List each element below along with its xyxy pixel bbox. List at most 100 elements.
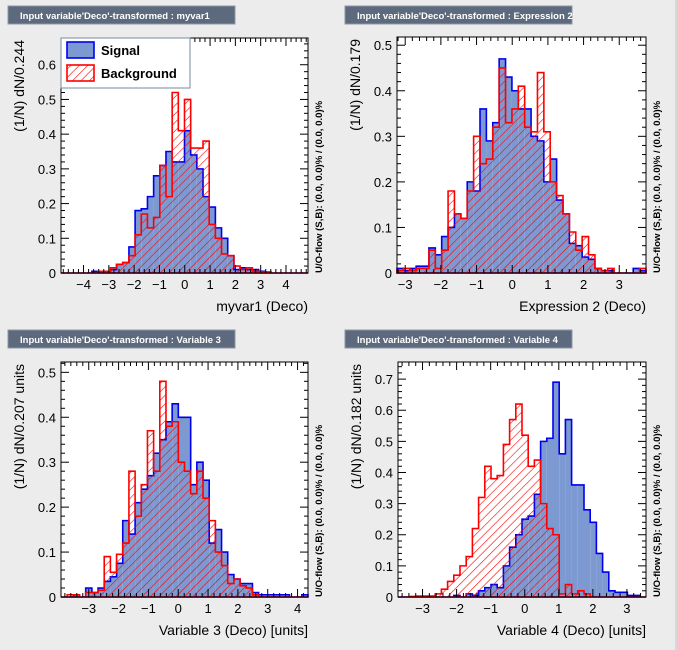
panel-title-bar [7, 329, 236, 349]
y-tick-label: 0.4 [38, 127, 56, 142]
y-tick-label: 0.5 [374, 38, 392, 53]
y-tick-label: 0 [49, 590, 56, 605]
background-bin [104, 556, 111, 597]
background-bin [159, 165, 166, 273]
background-bin [122, 543, 129, 597]
background-bin [556, 195, 563, 273]
background-bin [128, 471, 136, 597]
background-bin [165, 196, 173, 273]
background-bin [422, 268, 429, 273]
background-bin [553, 534, 560, 597]
x-tick-label: −2 [449, 601, 464, 616]
x-tick-label: −2 [127, 277, 142, 292]
background-outline [398, 403, 646, 598]
x-axis-title: Variable 4 (Deco) [units] [497, 622, 646, 638]
background-bin [491, 478, 498, 597]
background-bin [467, 190, 474, 273]
background-bin [141, 213, 148, 273]
y-tick-label: 0 [49, 266, 56, 281]
y-tick-label: 0.5 [375, 434, 393, 449]
y-tick-label: 0.3 [374, 129, 392, 144]
background-bin [153, 217, 160, 273]
background-bin [569, 231, 576, 273]
x-tick-label: 0 [181, 277, 188, 292]
histogram-panel-4: Input variable'Deco'-transformed : Varia… [344, 329, 663, 638]
signal-bin [559, 453, 566, 597]
background-bin [448, 190, 455, 273]
signal-bin [602, 572, 609, 597]
signal-bin [590, 522, 597, 597]
background-bin [403, 268, 410, 273]
signal-bin [621, 592, 628, 597]
background-bin [122, 262, 129, 273]
background-bin [233, 266, 241, 273]
background-bin [98, 271, 105, 273]
signal-bin [633, 268, 640, 273]
signal-bin [608, 590, 615, 597]
x-tick-label: 2 [232, 277, 239, 292]
background-bin [492, 127, 500, 273]
background-bin [607, 268, 615, 273]
background-bin [511, 108, 519, 273]
background-bin [116, 264, 123, 273]
background-bin [435, 268, 442, 273]
background-bin [460, 218, 468, 273]
background-bin [454, 213, 461, 273]
y-tick-label: 0.6 [38, 58, 56, 73]
background-bin [540, 503, 547, 597]
panel-title: Input variable'Deco'-transformed : Varia… [357, 335, 559, 346]
overflow-label: U/O-flow (S,B): (0.0, 0.0)% / (0.0, 0.0)… [652, 100, 663, 273]
axis-ticks [61, 362, 308, 598]
background-bin [522, 435, 529, 597]
x-tick-label: −3 [415, 601, 430, 616]
background-bin [473, 136, 480, 273]
signal-bin [571, 484, 578, 597]
signal-bin [577, 484, 584, 597]
background-bin [203, 498, 210, 597]
overflow-label: U/O-flow (S,B): (0.0, 0.0)% / (0.0, 0.0)… [314, 424, 325, 597]
y-tick-label: 0.7 [375, 372, 393, 387]
x-tick-label: 1 [204, 601, 211, 616]
background-bin [240, 585, 247, 597]
y-tick-label: 0 [385, 266, 392, 281]
panel-title: Input variable'Deco'-transformed : myvar… [20, 11, 211, 22]
legend-signal-label: Signal [101, 43, 140, 58]
x-tick-label: 2 [589, 601, 596, 616]
y-tick-label: 0.3 [38, 455, 56, 470]
background-bin [215, 552, 222, 597]
background-bin [135, 234, 142, 273]
background-bin [172, 421, 179, 597]
background-bin [159, 381, 166, 597]
background-bin [577, 590, 584, 597]
overflow-label: U/O-flow (S,B): (0.0, 0.0)% / (0.0, 0.0)… [314, 100, 325, 273]
background-bin [141, 484, 148, 597]
x-tick-label: −3 [398, 277, 413, 292]
background-bin [190, 493, 197, 597]
background-bin [460, 565, 467, 597]
x-tick-label: −1 [141, 601, 156, 616]
background-bin [550, 181, 557, 273]
background-bin [128, 255, 136, 273]
background-bin [221, 253, 228, 273]
background-histogram [61, 380, 308, 598]
background-bin [110, 572, 117, 597]
background-bin [240, 269, 247, 273]
y-tick-label: 0.2 [374, 175, 392, 190]
x-axis-title: Expression 2 (Deco) [519, 298, 646, 314]
background-histogram [398, 403, 646, 598]
background-bin [147, 227, 154, 273]
signal-bin [435, 254, 442, 273]
y-tick-label: 0.2 [38, 197, 56, 212]
background-bin [67, 594, 74, 597]
background-bin [509, 419, 516, 597]
y-tick-label: 0.5 [38, 365, 56, 380]
background-bin [428, 250, 436, 273]
x-tick-label: 2 [234, 601, 241, 616]
x-tick-label: −1 [483, 601, 498, 616]
signal-bin [596, 553, 603, 597]
signal-bin [546, 438, 553, 597]
signal-bin [565, 419, 572, 597]
background-bin [466, 556, 473, 597]
background-bin [480, 163, 487, 273]
